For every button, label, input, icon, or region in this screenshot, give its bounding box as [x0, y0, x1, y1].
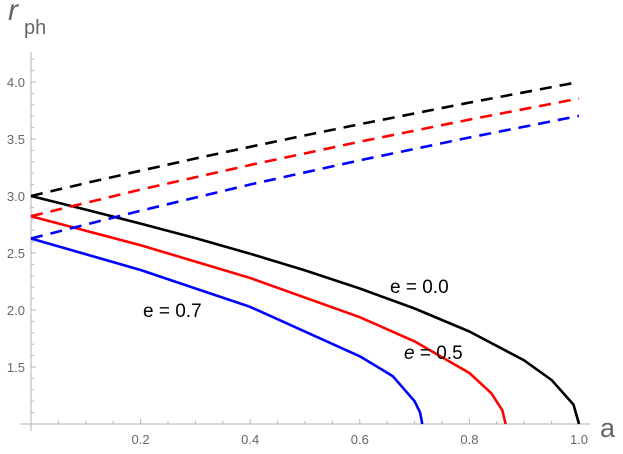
y-tick-label: 4.0: [7, 75, 25, 90]
e-0-0-retrograde-curve: [30, 80, 580, 198]
y-tick-label: 2.0: [7, 303, 25, 318]
e-0-7-retrograde-curve: [30, 114, 580, 240]
y-axis-title-sub: ph: [24, 17, 46, 39]
x-tick-label: 0.2: [132, 432, 150, 447]
e-0-7-prograde-curve: [30, 237, 424, 425]
y-axis-title-main: r: [8, 0, 19, 27]
x-tick-label: 0.4: [241, 432, 259, 447]
y-tick-label: 3.5: [7, 132, 25, 147]
e-0-5-prograde-curve: [30, 214, 507, 425]
annotation-e0: e = 0.0: [390, 277, 449, 298]
x-tick-label: 0.6: [351, 432, 369, 447]
y-tick-label: 3.0: [7, 189, 25, 204]
y-tick-label: 2.5: [7, 246, 25, 261]
annotation-e07: e = 0.7: [143, 301, 202, 322]
annotation-e05-symbol: e: [404, 343, 415, 364]
annotation-e05: e = 0.5: [404, 343, 463, 364]
axes: 0.2 0.4 0.6 0.8 1.0 1.5 2.0 2.5 3.0 3.5 4.0: [7, 52, 590, 447]
y-tick-label: 1.5: [7, 360, 25, 375]
e-0-5-retrograde-curve: [30, 97, 580, 218]
x-tick-label: 1.0: [570, 432, 588, 447]
series-group: [30, 80, 581, 425]
x-tick-label: 0.8: [460, 432, 478, 447]
x-axis-title: a: [600, 413, 616, 443]
annotation-e05-value: = 0.5: [415, 343, 463, 364]
e-0-0-prograde-curve: [30, 194, 581, 425]
